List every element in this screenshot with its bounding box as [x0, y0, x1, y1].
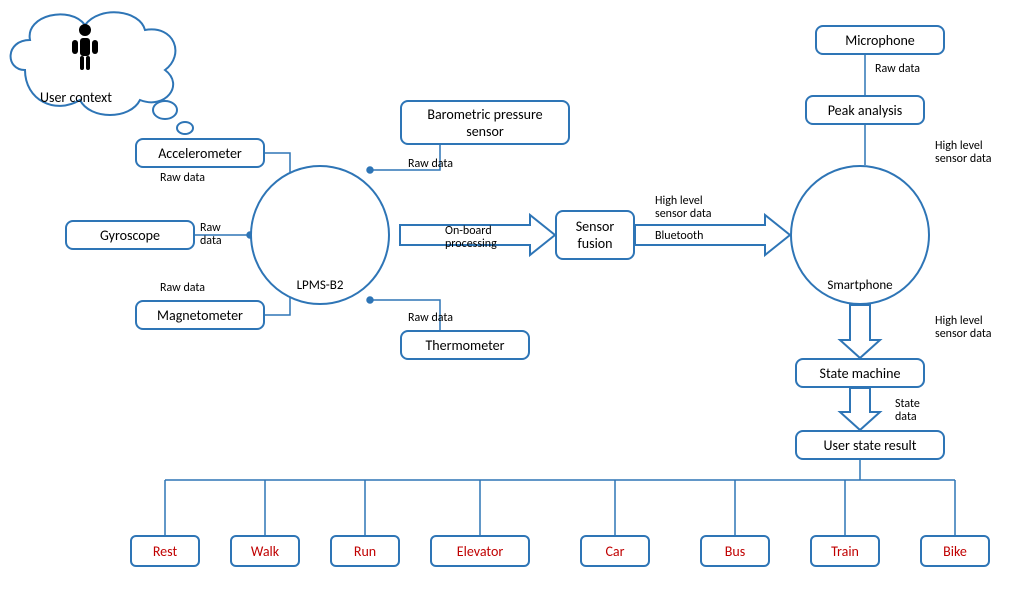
accelerometer-label: Accelerometer — [158, 145, 242, 162]
cloud-label: User context — [40, 90, 112, 105]
result-walk: Walk — [230, 535, 300, 567]
result-car: Car — [580, 535, 650, 567]
state-machine-label: State machine — [820, 365, 901, 382]
barometric-label: Barometric pressure sensor — [427, 106, 542, 140]
sensor-fusion-box: Sensor fusion — [555, 210, 635, 260]
cloud-shape — [11, 12, 193, 134]
onboard-label: On-board processing — [445, 225, 497, 251]
gyroscope-box: Gyroscope — [65, 220, 195, 250]
state-data-label: State data — [895, 398, 920, 424]
smartphone-label: Smartphone — [827, 278, 892, 293]
result-label: Rest — [153, 543, 177, 560]
smartphone-circle: Smartphone — [790, 165, 930, 305]
mic-edge-label: Raw data — [875, 63, 920, 76]
microphone-label: Microphone — [845, 32, 915, 49]
high-level-2-label: High level sensor data — [935, 140, 991, 166]
lpms-circle: LPMS-B2 — [250, 165, 390, 305]
high-level-3-label: High level sensor data — [935, 315, 991, 341]
result-label: Bus — [725, 543, 745, 560]
result-label: Train — [831, 543, 859, 560]
high-level-1-label: High level sensor data — [655, 195, 711, 221]
result-label: Walk — [251, 543, 279, 560]
mag-edge-label: Raw data — [160, 282, 205, 295]
accelerometer-box: Accelerometer — [135, 138, 265, 168]
result-label: Car — [605, 543, 624, 560]
sensor-fusion-label: Sensor fusion — [576, 218, 615, 252]
user-state-result-label: User state result — [824, 437, 917, 454]
accel-edge-label: Raw data — [160, 172, 205, 185]
thermometer-label: Thermometer — [425, 337, 504, 354]
microphone-box: Microphone — [815, 25, 945, 55]
result-bike: Bike — [920, 535, 990, 567]
result-label: Elevator — [457, 543, 503, 560]
peak-analysis-label: Peak analysis — [828, 102, 903, 119]
barometric-box: Barometric pressure sensor — [400, 100, 570, 145]
magnetometer-label: Magnetometer — [157, 307, 243, 324]
result-label: Bike — [943, 543, 967, 560]
thermometer-box: Thermometer — [400, 330, 530, 360]
gyroscope-label: Gyroscope — [100, 227, 160, 244]
baro-edge-label: Raw data — [408, 158, 453, 171]
result-train: Train — [810, 535, 880, 567]
user-state-result-box: User state result — [795, 430, 945, 460]
result-rest: Rest — [130, 535, 200, 567]
gyro-edge-label: Raw data — [200, 222, 222, 248]
result-run: Run — [330, 535, 400, 567]
result-label: Run — [354, 543, 376, 560]
person-icon — [72, 24, 98, 70]
therm-edge-label: Raw data — [408, 312, 453, 325]
lpms-label: LPMS-B2 — [297, 278, 344, 293]
peak-analysis-box: Peak analysis — [805, 95, 925, 125]
state-machine-box: State machine — [795, 358, 925, 388]
bluetooth-label: Bluetooth — [655, 230, 703, 243]
result-elevator: Elevator — [430, 535, 530, 567]
magnetometer-box: Magnetometer — [135, 300, 265, 330]
result-bus: Bus — [700, 535, 770, 567]
